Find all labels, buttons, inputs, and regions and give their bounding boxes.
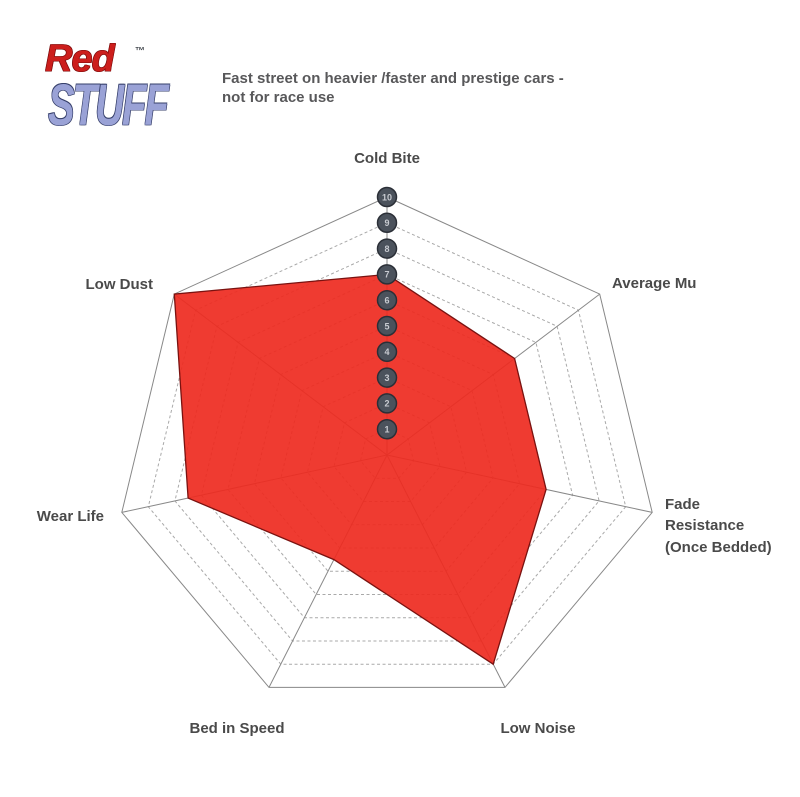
svg-text:(Once Bedded): (Once Bedded) [665, 539, 772, 556]
svg-text:Low Noise: Low Noise [500, 720, 575, 737]
svg-text:9: 9 [384, 218, 389, 228]
svg-text:Bed in Speed: Bed in Speed [189, 720, 284, 737]
svg-text:7: 7 [384, 270, 389, 280]
svg-text:Resistance: Resistance [665, 517, 744, 534]
svg-text:Cold Bite: Cold Bite [354, 150, 420, 167]
svg-text:8: 8 [384, 244, 389, 254]
svg-text:10: 10 [382, 192, 392, 202]
svg-text:5: 5 [384, 321, 389, 331]
svg-text:3: 3 [384, 373, 389, 383]
svg-text:1: 1 [384, 425, 389, 435]
svg-text:2: 2 [384, 399, 389, 409]
svg-text:Average Mu: Average Mu [612, 275, 696, 292]
svg-text:Fade: Fade [665, 496, 700, 513]
svg-text:Low Dust: Low Dust [86, 276, 154, 293]
svg-text:6: 6 [384, 296, 389, 306]
svg-text:Wear Life: Wear Life [37, 508, 104, 525]
svg-text:4: 4 [384, 347, 389, 357]
